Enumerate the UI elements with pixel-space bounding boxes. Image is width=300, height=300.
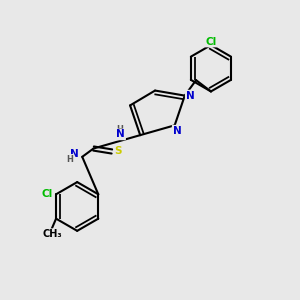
- Text: N: N: [186, 91, 194, 100]
- Text: N: N: [70, 149, 79, 160]
- Text: S: S: [114, 146, 122, 157]
- Text: H: H: [66, 155, 73, 164]
- Text: N: N: [173, 126, 182, 136]
- Text: Cl: Cl: [41, 189, 53, 199]
- Text: Cl: Cl: [205, 37, 217, 46]
- Text: CH₃: CH₃: [43, 229, 62, 239]
- Text: N: N: [116, 129, 125, 140]
- Text: H: H: [116, 125, 123, 134]
